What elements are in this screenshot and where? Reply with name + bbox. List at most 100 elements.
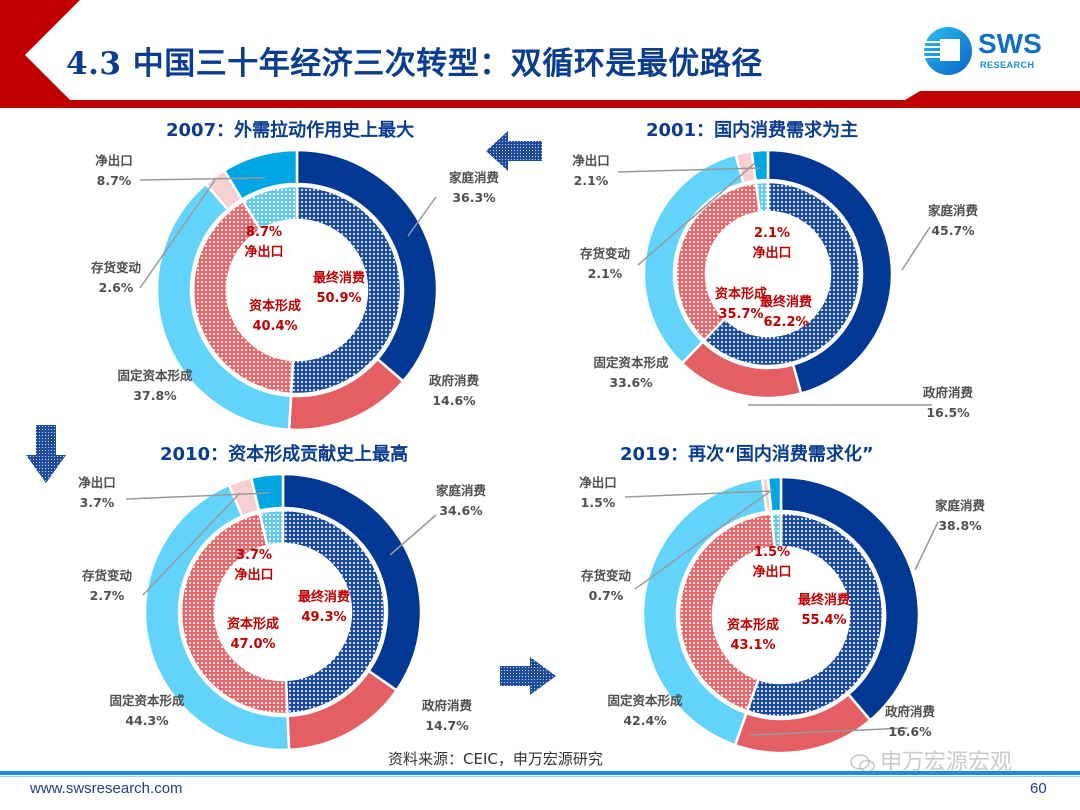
inner-label-name-net-export-inner: 净出口	[752, 245, 791, 261]
outer-label-name-net-export: 净出口	[78, 475, 116, 490]
source-note: 资料来源：CEIC，申万宏源研究	[388, 750, 603, 768]
inner-label-name-net-export-inner: 净出口	[244, 244, 283, 260]
outer-label-name-household: 家庭消费	[928, 203, 979, 218]
outer-slice-net-export	[222, 148, 299, 202]
sws-logo: SWS RESEARCH	[922, 26, 1062, 76]
outer-slice-household	[766, 148, 894, 396]
outer-label-value-inventory: 2.6%	[99, 280, 134, 295]
outer-label-name-household: 家庭消费	[449, 170, 500, 185]
arrow-right-icon	[500, 657, 556, 695]
header-decoration	[0, 0, 1080, 108]
outer-slice-fixed-capital	[143, 483, 291, 752]
inner-label-name-capital-formation: 资本形成	[227, 616, 279, 632]
outer-slice-fixed-capital	[641, 476, 769, 747]
logo-text: SWS	[978, 28, 1042, 59]
outer-label-value-net-export: 3.7%	[80, 495, 115, 510]
inner-label-name-capital-formation: 资本形成	[249, 298, 301, 314]
outer-label-value-inventory: 0.7%	[589, 588, 624, 603]
outer-label-name-government: 政府消费	[422, 698, 473, 713]
leader-line-inventory	[139, 179, 216, 289]
outer-label-name-government: 政府消费	[923, 385, 974, 400]
outer-label-value-fixed-capital: 33.6%	[609, 375, 653, 390]
outer-label-name-inventory: 存货变动	[81, 568, 133, 583]
chart-title-2001: 2001：国内消费需求为主	[646, 120, 859, 141]
inner-label-value-final-consumption: 49.3%	[301, 610, 346, 625]
inner-slice-net-export-inner	[241, 184, 299, 232]
inner-slice-final-consumption	[289, 184, 403, 396]
outer-label-value-household: 36.3%	[452, 190, 496, 205]
inner-label-name-final-consumption: 最终消费	[313, 270, 365, 286]
inner-label-value-final-consumption: 50.9%	[316, 291, 361, 306]
outer-label-value-household: 38.8%	[938, 518, 982, 533]
inner-slice-final-consumption	[745, 511, 885, 719]
donut-chart-2001: 家庭消费 45.7% 政府消费 16.5% 固定资本形成 33.6% 存货变动 2.1% 净出口…	[572, 148, 979, 420]
footer-divider	[0, 771, 1080, 775]
outer-label-value-government: 16.6%	[888, 724, 932, 739]
inner-label-value-net-export-inner: 1.5%	[754, 545, 790, 560]
inner-label-value-capital-formation: 43.1%	[730, 638, 775, 653]
leader-line-inventory	[634, 489, 773, 590]
inner-slice-capital-formation	[191, 199, 295, 396]
inner-label-name-capital-formation: 资本形成	[727, 617, 779, 633]
chart-title-2010: 2010：资本形成贡献史上最高	[160, 444, 409, 465]
inner-slice-capital-formation	[179, 511, 289, 716]
inner-label-name-final-consumption: 最终消费	[798, 592, 850, 608]
leader-line-net-export	[624, 490, 773, 498]
page-title: 4.3 中国三十年经济三次转型：双循环是最优路径	[66, 46, 763, 82]
footer-url-link[interactable]: www.swsresearch.com	[30, 780, 183, 797]
inner-slice-final-consumption	[702, 180, 862, 368]
watermark: 申万宏源宏观	[850, 744, 1012, 776]
logo-subtext: RESEARCH	[980, 60, 1035, 70]
inner-label-name-net-export-inner: 净出口	[234, 567, 273, 583]
inner-slice-net-export-inner	[754, 180, 770, 214]
outer-label-value-government: 14.6%	[432, 393, 476, 408]
outer-label-value-net-export: 2.1%	[574, 173, 609, 188]
leader-line-household	[407, 196, 437, 237]
outer-label-name-government: 政府消费	[429, 373, 480, 388]
outer-label-value-government: 16.5%	[926, 405, 970, 420]
chart-title-2019: 2019：再次“国内消费需求化”	[620, 444, 874, 465]
outer-label-name-net-export: 净出口	[572, 153, 610, 168]
inner-label-value-net-export-inner: 3.7%	[236, 548, 272, 563]
leader-line-household	[389, 514, 437, 556]
footer-divider-thin	[0, 776, 1080, 777]
outer-label-value-household: 34.6%	[439, 503, 483, 518]
outer-slice-net-export	[766, 475, 783, 513]
outer-label-name-fixed-capital: 固定资本形成	[109, 693, 185, 708]
outer-slice-net-export	[750, 148, 770, 183]
outer-label-name-net-export: 净出口	[95, 153, 133, 168]
page-number: 60	[1030, 780, 1047, 797]
leader-line-net-export	[139, 177, 266, 181]
wechat-icon	[850, 754, 875, 773]
inner-slice-net-export-inner	[257, 508, 285, 548]
outer-label-value-net-export: 1.5%	[581, 495, 616, 510]
outer-label-value-household: 45.7%	[931, 223, 975, 238]
outer-label-name-inventory: 存货变动	[580, 568, 632, 583]
donut-chart-2010: 家庭消费 34.6% 政府消费 14.7% 固定资本形成 44.3% 存货变动 2.7% 净出口…	[78, 472, 487, 752]
outer-label-value-fixed-capital: 44.3%	[125, 713, 169, 728]
inner-label-value-final-consumption: 55.4%	[801, 613, 846, 628]
watermark-text: 申万宏源宏观	[880, 750, 1013, 775]
inner-label-name-final-consumption: 最终消费	[298, 589, 350, 605]
inner-label-name-capital-formation: 资本形成	[715, 286, 767, 302]
inner-label-name-final-consumption: 最终消费	[760, 294, 812, 310]
leader-line-household	[914, 521, 939, 571]
leader-line-net-export	[617, 167, 761, 173]
outer-label-name-household: 家庭消费	[436, 483, 487, 498]
donut-chart-2019: 家庭消费 38.8% 政府消费 16.6% 固定资本形成 42.4% 存货变动 0.7% 净出口…	[579, 475, 985, 755]
arrow-left-icon	[486, 131, 542, 171]
inner-label-value-capital-formation: 40.4%	[252, 319, 297, 334]
outer-label-value-inventory: 2.1%	[588, 266, 623, 281]
inner-label-value-net-export-inner: 8.7%	[246, 225, 282, 240]
outer-label-name-fixed-capital: 固定资本形成	[117, 368, 193, 383]
outer-label-name-government: 政府消费	[885, 704, 936, 719]
outer-label-name-net-export: 净出口	[579, 475, 617, 490]
arrow-down-icon	[26, 425, 66, 483]
donut-chart-2007: 家庭消费 36.3% 政府消费 14.6% 固定资本形成 37.8% 存货变动 2.6% 净出口…	[90, 148, 500, 432]
outer-label-value-net-export: 8.7%	[97, 173, 132, 188]
outer-label-value-fixed-capital: 42.4%	[623, 713, 667, 728]
leader-line-net-export	[125, 492, 271, 500]
outer-label-value-government: 14.7%	[425, 718, 469, 733]
leader-line-inventory	[637, 162, 756, 266]
inner-label-value-final-consumption: 62.2%	[763, 315, 808, 330]
